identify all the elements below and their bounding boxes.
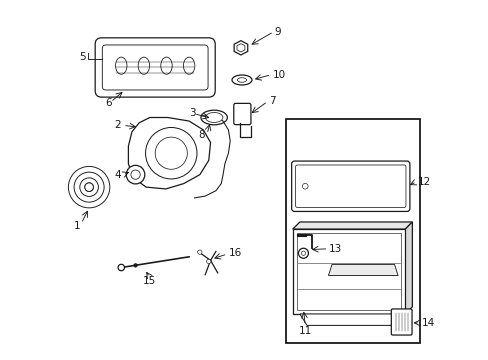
Bar [285, 119, 419, 342]
Polygon shape [128, 117, 210, 189]
Text: 2: 2 [114, 120, 121, 130]
Circle shape [155, 137, 187, 169]
Circle shape [126, 165, 144, 184]
Text: 12: 12 [417, 177, 430, 187]
Polygon shape [292, 222, 411, 229]
FancyBboxPatch shape [291, 161, 409, 211]
Text: 3: 3 [189, 108, 195, 118]
Text: 14: 14 [421, 318, 434, 328]
Text: 13: 13 [328, 244, 341, 254]
Text: 15: 15 [143, 276, 156, 286]
Text: 7: 7 [268, 96, 275, 107]
Circle shape [134, 264, 137, 267]
Text: 10: 10 [272, 69, 285, 80]
Text: 5: 5 [79, 52, 85, 62]
Bar [292, 229, 405, 314]
Circle shape [298, 248, 308, 258]
FancyBboxPatch shape [390, 309, 411, 335]
Text: 9: 9 [274, 27, 281, 37]
FancyBboxPatch shape [95, 38, 215, 97]
Polygon shape [299, 314, 397, 325]
Circle shape [197, 250, 202, 254]
Circle shape [301, 251, 305, 255]
Text: 8: 8 [198, 130, 205, 140]
Ellipse shape [205, 112, 223, 122]
Ellipse shape [237, 78, 246, 82]
Circle shape [84, 183, 93, 192]
Bar [296, 233, 400, 310]
Circle shape [206, 259, 210, 264]
Text: 11: 11 [298, 326, 311, 336]
Circle shape [302, 183, 307, 189]
Circle shape [131, 170, 140, 179]
Polygon shape [405, 222, 411, 314]
Text: 1: 1 [73, 221, 80, 231]
Polygon shape [328, 264, 397, 275]
FancyBboxPatch shape [233, 103, 250, 125]
Circle shape [118, 264, 124, 271]
Ellipse shape [201, 110, 227, 125]
Text: 16: 16 [228, 248, 241, 258]
Text: 6: 6 [105, 98, 112, 108]
Polygon shape [234, 41, 247, 55]
Text: 4: 4 [114, 170, 121, 180]
Ellipse shape [231, 75, 251, 85]
Circle shape [145, 127, 197, 179]
